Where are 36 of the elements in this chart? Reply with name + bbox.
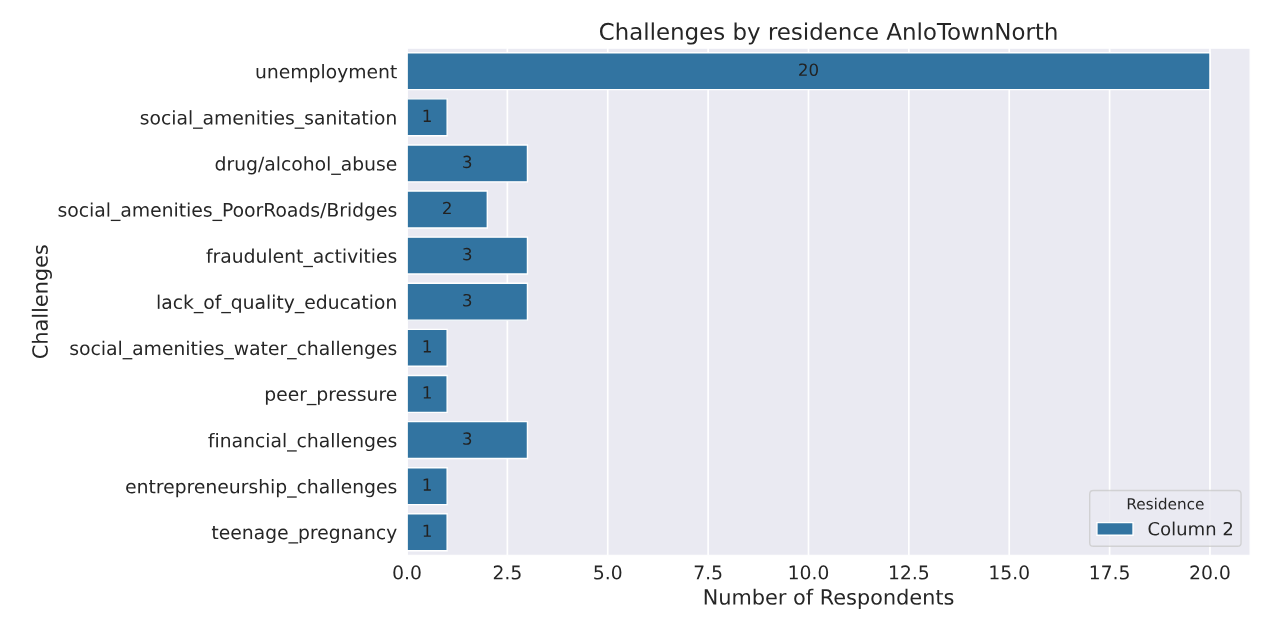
y-tick-label: lack_of_quality_education: [157, 294, 396, 314]
data-label: 20: [799, 63, 818, 77]
y-tick-label: peer_pressure: [265, 390, 397, 406]
x-tick-label: 20.0: [1190, 565, 1230, 580]
data-label: 1: [423, 109, 431, 122]
data-label: 3: [463, 293, 472, 307]
y-tick-label: financial_challenges: [208, 432, 397, 452]
y-tick-label: entrepreneurship_challenges: [126, 479, 397, 498]
data-label: 1: [423, 524, 431, 537]
y-tick-label: unemployment: [256, 64, 397, 83]
y-tick-label: drug/alcohol_abuse: [215, 156, 397, 175]
data-label: 1: [423, 340, 431, 353]
data-label: 3: [463, 247, 472, 261]
data-label: 2: [443, 201, 451, 215]
data-label: 3: [463, 155, 472, 169]
data-label: 1: [423, 478, 431, 491]
x-axis-title: Number of Respondents: [704, 588, 954, 609]
y-tick-label: social_amenities_PoorRoads/Bridges: [58, 202, 397, 222]
y-tick-label: teenage_pregnancy: [211, 525, 397, 544]
data-label: 1: [423, 386, 431, 399]
y-tick-label: fraudulent_activities: [206, 248, 397, 268]
y-tick-label: social_amenities_water_challenges: [70, 340, 397, 360]
legend-label: Column 2: [1148, 521, 1233, 536]
y-axis-title: Challenges: [31, 245, 52, 359]
x-tick-label: 7.5: [694, 565, 722, 580]
x-tick-label: 0.0: [393, 565, 421, 580]
x-tick-label: 17.5: [1090, 565, 1129, 580]
chart-title: Challenges by residence AnloTownNorth: [599, 22, 1057, 45]
x-tick-label: 10.0: [789, 565, 829, 580]
x-tick-label: 12.5: [890, 565, 929, 580]
legend-title: Residence: [1127, 497, 1204, 510]
y-tick-label: social_amenities_sanitation: [140, 110, 396, 129]
x-tick-label: 2.5: [493, 565, 521, 580]
x-tick-label: 5.0: [594, 565, 622, 580]
x-tick-label: 15.0: [990, 565, 1029, 580]
data-label: 3: [463, 432, 472, 445]
